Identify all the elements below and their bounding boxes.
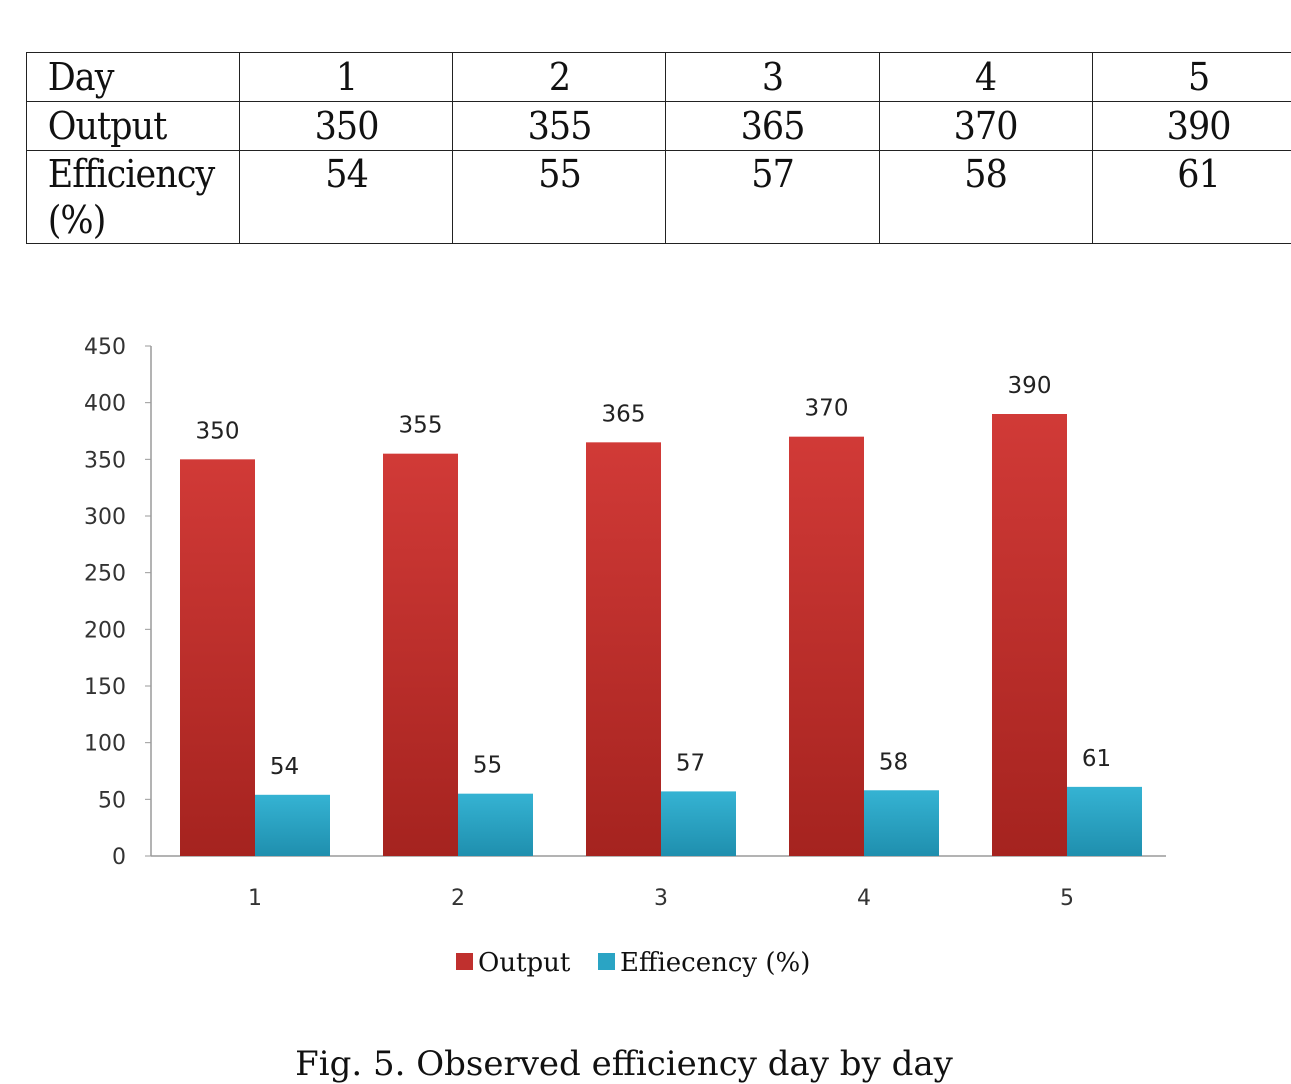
table-cell: 355 — [461, 102, 657, 151]
bar-efficiency — [661, 791, 736, 856]
data-label: 54 — [270, 754, 299, 780]
data-label: 55 — [473, 753, 502, 779]
table-cell: 2 — [461, 53, 657, 102]
data-table: Day 1 2 3 4 5 Output 350 355 365 370 390… — [26, 52, 1291, 244]
data-label: 355 — [399, 413, 443, 439]
table-cell: Day — [27, 53, 223, 102]
table-cell: 365 — [674, 102, 870, 151]
table-cell: 58 — [888, 151, 1084, 244]
bar-output — [180, 459, 255, 856]
table-cell: 61 — [1101, 151, 1291, 244]
bar-chart: 0501001502002503003504004503505413555523… — [0, 300, 1291, 1020]
y-tick-label: 200 — [84, 618, 126, 643]
y-tick-label: 450 — [84, 335, 126, 360]
y-tick-label: 50 — [98, 788, 126, 813]
bar-efficiency — [1067, 787, 1142, 856]
bar-efficiency — [458, 794, 533, 856]
legend-label: Output — [478, 948, 571, 978]
bar-efficiency — [864, 790, 939, 856]
legend-swatch — [456, 953, 473, 970]
y-tick-label: 250 — [84, 562, 126, 587]
legend-label: Effiecency (%) — [620, 948, 810, 978]
table-cell: Output — [27, 102, 223, 151]
table-cell: 57 — [674, 151, 870, 244]
bar-output — [789, 437, 864, 856]
data-label: 370 — [805, 396, 849, 422]
x-tick-label: 4 — [857, 886, 871, 911]
y-tick-label: 350 — [84, 448, 126, 473]
table-cell: 5 — [1101, 53, 1291, 102]
table-cell: 3 — [674, 53, 870, 102]
table-cell: 55 — [461, 151, 657, 244]
table-cell: 1 — [248, 53, 444, 102]
data-label: 350 — [196, 418, 240, 444]
y-tick-label: 0 — [112, 845, 126, 870]
table-row: Efficiency (%) 54 55 57 58 61 — [27, 151, 1291, 244]
x-tick-label: 5 — [1060, 886, 1074, 911]
table-cell: 370 — [888, 102, 1084, 151]
bar-output — [383, 454, 458, 856]
figure-caption: Fig. 5. Observed efficiency day by day — [0, 1044, 1248, 1084]
table-cell: 350 — [248, 102, 444, 151]
y-tick-label: 100 — [84, 732, 126, 757]
table-row: Output 350 355 365 370 390 — [27, 102, 1291, 151]
table-cell: Efficiency (%) — [27, 151, 223, 244]
data-label: 58 — [879, 749, 908, 775]
table-cell: 4 — [888, 53, 1084, 102]
x-tick-label: 3 — [654, 886, 668, 911]
table-cell: 390 — [1101, 102, 1291, 151]
data-label: 365 — [602, 401, 646, 427]
table-cell: 54 — [248, 151, 444, 244]
y-tick-label: 300 — [84, 505, 126, 530]
legend-swatch — [598, 953, 615, 970]
table-header-row: Day 1 2 3 4 5 — [27, 53, 1291, 102]
bar-efficiency — [255, 795, 330, 856]
data-label: 390 — [1008, 373, 1052, 399]
bar-output — [586, 442, 661, 856]
y-tick-label: 150 — [84, 675, 126, 700]
data-label: 61 — [1082, 746, 1111, 772]
bar-output — [992, 414, 1067, 856]
chart-legend: Output Effiecency (%) — [456, 948, 810, 978]
x-tick-label: 1 — [248, 886, 262, 911]
data-label: 57 — [676, 750, 705, 776]
x-tick-label: 2 — [451, 886, 465, 911]
y-tick-label: 400 — [84, 392, 126, 417]
